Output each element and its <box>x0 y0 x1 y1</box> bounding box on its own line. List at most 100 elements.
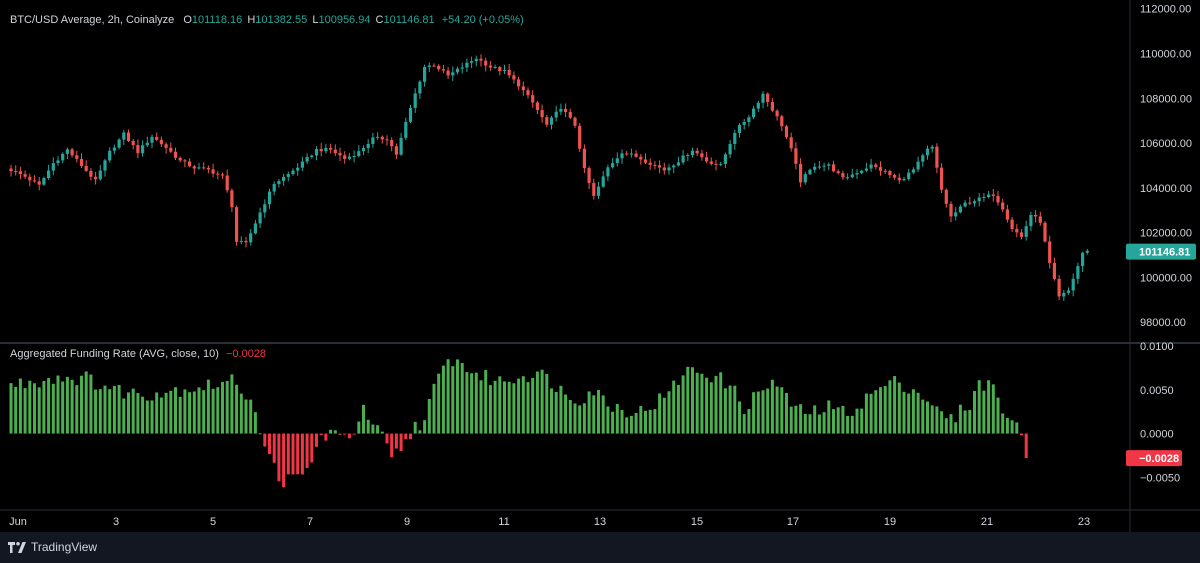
funding-bar <box>535 371 539 434</box>
candle <box>1015 224 1019 238</box>
candle <box>178 156 182 163</box>
funding-bar <box>460 362 464 434</box>
funding-bar <box>103 385 107 434</box>
funding-bar <box>911 389 915 434</box>
funding-title: Aggregated Funding Rate (AVG, close, 10) <box>10 348 219 360</box>
candle-body <box>1066 290 1071 293</box>
candle-body <box>75 155 79 159</box>
candle-body <box>667 167 671 171</box>
candle <box>249 228 253 246</box>
candle-body <box>192 166 196 169</box>
funding-bar <box>441 365 445 434</box>
funding-bar <box>794 405 798 434</box>
funding-bar <box>94 389 98 434</box>
candle <box>620 149 624 164</box>
candle-body <box>540 110 544 118</box>
candle <box>380 135 384 144</box>
candle-body <box>888 171 892 176</box>
funding-bar <box>676 384 680 434</box>
candle <box>84 160 88 172</box>
funding-tick-label: 0.0000 <box>1140 429 1174 441</box>
candle <box>963 200 967 208</box>
candle-body <box>625 153 629 155</box>
candle <box>441 64 445 74</box>
candle <box>761 90 765 109</box>
candle-body <box>672 165 676 168</box>
candle-body <box>521 86 525 91</box>
candle-body <box>37 181 41 185</box>
funding-bar <box>813 405 817 434</box>
funding-bar <box>249 399 253 434</box>
candle <box>709 157 713 166</box>
candle-body <box>982 197 986 199</box>
funding-bar <box>789 406 793 434</box>
candle <box>112 144 116 155</box>
candle-body <box>79 158 84 166</box>
candle <box>564 103 568 118</box>
candle <box>949 201 953 223</box>
funding-bar <box>305 433 309 468</box>
candle <box>413 88 417 114</box>
funding-bar <box>686 366 690 434</box>
candle-body <box>169 147 173 152</box>
candle <box>324 144 328 154</box>
candle-body <box>314 149 319 156</box>
funding-bar <box>282 433 286 488</box>
funding-bar <box>206 379 210 434</box>
candle-body <box>183 160 187 162</box>
candle-body <box>954 212 958 217</box>
price-tick-label: 104000.00 <box>1140 183 1192 195</box>
funding-bar <box>691 367 694 434</box>
candle-body <box>371 137 375 144</box>
candle-body <box>122 132 126 140</box>
candle <box>531 90 535 108</box>
candle-body <box>28 176 32 181</box>
funding-bar <box>230 374 234 434</box>
candle <box>695 147 699 157</box>
funding-bar <box>634 412 638 434</box>
candle <box>183 158 187 168</box>
candle-body <box>455 68 460 73</box>
funding-bar <box>803 413 807 434</box>
funding-bar <box>498 376 502 434</box>
last-funding-badge <box>1126 450 1182 467</box>
candle <box>507 64 511 79</box>
time-axis-bg <box>0 510 1200 532</box>
funding-bar <box>488 385 492 434</box>
candle <box>662 162 666 175</box>
candle-body <box>286 174 290 177</box>
candle <box>437 64 441 72</box>
candle-body <box>446 70 450 76</box>
candle <box>131 138 135 150</box>
candle-body <box>991 194 995 197</box>
funding-bar <box>315 433 318 447</box>
time-tick-label: 17 <box>787 516 799 528</box>
funding-bar <box>14 386 18 434</box>
candle <box>517 76 521 91</box>
candle-body <box>1085 250 1089 253</box>
candle <box>737 123 742 138</box>
candle <box>474 55 478 67</box>
candle-body <box>606 167 610 177</box>
symbol-title: BTC/USD Average, 2h, Coinalyze <box>10 14 175 26</box>
candle <box>568 108 572 120</box>
candle <box>230 188 234 213</box>
candle <box>188 158 192 168</box>
candle <box>117 138 121 150</box>
funding-bar <box>846 415 850 434</box>
candle <box>479 54 483 67</box>
high-label: H <box>247 14 256 26</box>
candle-body <box>930 146 934 149</box>
tradingview-logo[interactable]: TradingView <box>8 540 97 554</box>
candle <box>799 158 803 188</box>
candle-body <box>263 204 267 213</box>
funding-bar <box>785 392 788 434</box>
candle-body <box>70 149 74 156</box>
candle-body <box>869 164 873 169</box>
funding-bar <box>644 410 647 434</box>
candle-body <box>648 162 652 165</box>
candle <box>338 147 342 162</box>
candle-body <box>1010 219 1014 229</box>
candle <box>159 136 163 148</box>
